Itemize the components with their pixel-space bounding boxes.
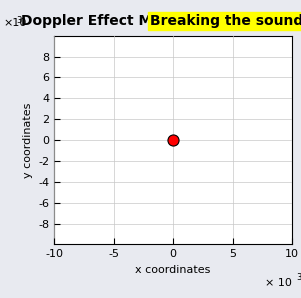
Text: ×10: ×10: [3, 18, 26, 28]
Text: 3: 3: [17, 16, 22, 25]
X-axis label: x coordinates: x coordinates: [135, 265, 211, 275]
Text: × 10: × 10: [265, 277, 292, 288]
Y-axis label: y coordinates: y coordinates: [23, 103, 33, 178]
Text: Doppler Effect M: Doppler Effect M: [21, 14, 152, 28]
Text: 3: 3: [296, 273, 301, 282]
Text: Breaking the sound barrier: Breaking the sound barrier: [150, 14, 301, 28]
